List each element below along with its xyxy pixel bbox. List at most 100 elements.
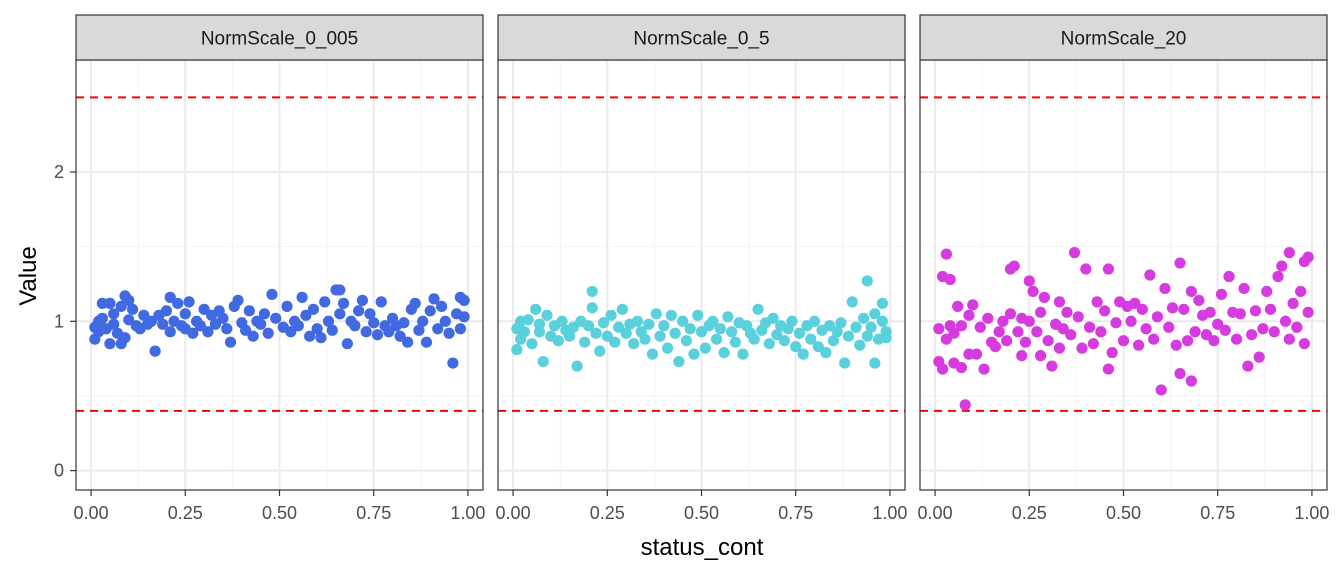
data-point (285, 326, 297, 338)
data-point (1234, 308, 1246, 320)
data-point (824, 320, 836, 332)
data-point (417, 315, 429, 327)
data-point (1166, 302, 1179, 314)
data-point (1174, 257, 1186, 269)
data-point (688, 348, 700, 360)
data-point (1219, 324, 1231, 336)
data-point (304, 330, 316, 342)
x-tick-label: 1.00 (872, 503, 907, 523)
data-point (1155, 384, 1167, 396)
data-point (658, 320, 670, 332)
facet-strip (497, 14, 906, 61)
data-point (869, 357, 881, 369)
data-point (677, 315, 689, 327)
data-point (590, 327, 602, 339)
data-point (334, 308, 346, 320)
data-point (1068, 247, 1081, 259)
data-point (1212, 318, 1224, 330)
data-point (955, 320, 968, 332)
facet-strip-label: NormScale_0_005 (201, 29, 358, 50)
data-point (262, 327, 274, 339)
data-point (831, 326, 843, 338)
data-point (567, 321, 579, 333)
data-point (1276, 260, 1288, 272)
data-point (952, 300, 964, 312)
data-point (726, 326, 738, 338)
data-point (748, 333, 760, 345)
data-point (349, 320, 361, 332)
data-point (601, 330, 613, 342)
data-point (839, 357, 851, 369)
data-point (1027, 285, 1039, 298)
data-point (1264, 303, 1277, 315)
data-point (104, 338, 116, 350)
data-point (202, 326, 214, 338)
data-point (654, 330, 666, 342)
data-point (1034, 306, 1047, 318)
data-point (763, 338, 775, 350)
data-point (239, 324, 252, 336)
data-point (232, 294, 244, 306)
data-point (164, 291, 176, 303)
x-tick-label: 0.50 (684, 503, 719, 523)
data-point (1080, 263, 1092, 275)
data-point (1185, 375, 1197, 387)
data-point (198, 303, 210, 315)
data-point (673, 355, 685, 368)
facet-strip-label: NormScale_0_5 (633, 29, 769, 50)
data-point (771, 329, 783, 341)
data-point (530, 303, 542, 315)
data-point (1117, 335, 1130, 347)
data-point (258, 308, 271, 320)
data-point (126, 303, 139, 315)
data-point (820, 347, 832, 359)
data-point (1038, 291, 1050, 303)
data-point (307, 303, 320, 315)
data-point (1151, 311, 1164, 323)
data-point (458, 311, 470, 323)
data-point (341, 338, 353, 350)
data-point (556, 315, 568, 327)
data-point (518, 326, 530, 338)
data-point (1132, 339, 1145, 351)
data-point (612, 321, 625, 333)
x-tick-label: 0.25 (1012, 503, 1047, 523)
data-point (718, 347, 730, 359)
data-point (1012, 326, 1024, 338)
data-point (371, 329, 384, 341)
data-point (368, 317, 380, 329)
data-point (1298, 338, 1310, 350)
data-point (786, 315, 798, 327)
data-point (1246, 329, 1258, 341)
data-point (1102, 363, 1115, 375)
data-point (586, 302, 598, 314)
data-point (1102, 263, 1115, 275)
data-point (620, 327, 632, 339)
data-point (692, 309, 704, 321)
data-point (846, 296, 858, 308)
data-point (729, 336, 742, 348)
data-point (281, 300, 293, 312)
data-point (643, 318, 655, 330)
data-point (439, 315, 451, 327)
x-tick-label: 0.75 (356, 503, 391, 523)
data-point (356, 294, 369, 306)
data-point (854, 339, 866, 351)
data-point (255, 318, 267, 330)
y-tick-label: 1 (54, 311, 64, 331)
data-point (522, 314, 534, 326)
data-point (1136, 303, 1148, 315)
data-point (541, 309, 553, 321)
data-point (639, 333, 651, 345)
data-point (1110, 317, 1122, 329)
data-point (1023, 275, 1035, 287)
data-point (665, 309, 677, 321)
data-point (586, 285, 598, 298)
data-point (812, 341, 824, 353)
data-point (842, 330, 855, 342)
data-point (1215, 288, 1228, 301)
data-point (605, 309, 617, 321)
data-point (970, 348, 983, 360)
data-point (1253, 351, 1265, 363)
